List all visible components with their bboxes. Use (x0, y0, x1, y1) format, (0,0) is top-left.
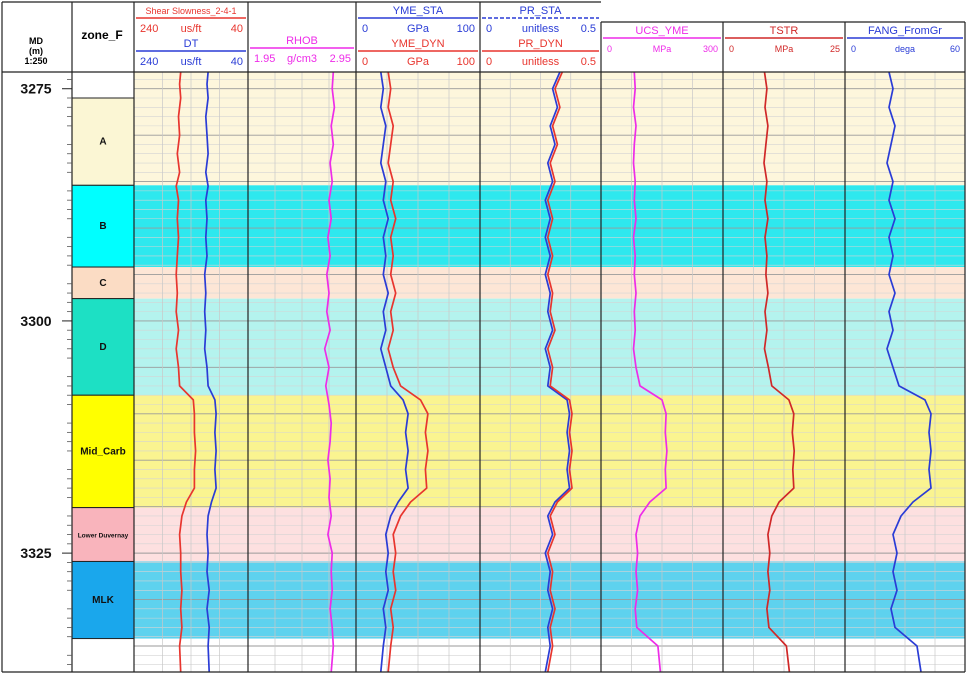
header-yme-name-1: YME_DYN (391, 38, 444, 50)
zone-block-4 (71, 394, 135, 509)
header-dt-unit-0: us/ft (181, 23, 202, 35)
zone-label-3: D (99, 342, 106, 353)
depth-title-unit: (m) (29, 46, 43, 56)
curve-tstr-0 (763, 71, 796, 673)
curve-yme-1 (387, 71, 429, 673)
zone-label-5: Lower Duvernay (78, 533, 129, 540)
header-fang-name-0: FANG_FromGr (868, 25, 942, 37)
header-rhob-min-0: 1.95 (254, 53, 275, 65)
zone-label-2: C (99, 278, 106, 289)
depth-label-0: 3275 (20, 81, 51, 97)
zone-blank-top (72, 72, 134, 98)
header-dt-name-0: Shear Slowness_2-4-1 (145, 6, 236, 16)
header-yme-name-0: YME_STA (393, 5, 444, 17)
header-pr-unit-1: unitless (522, 56, 560, 68)
header-pr-min-0: 0 (486, 23, 492, 35)
header-tstr-max-0: 25 (830, 44, 840, 54)
curve-dt-1 (203, 71, 217, 673)
header-tstr-unit-0: MPa (775, 44, 794, 54)
header-yme-max-1: 100 (457, 56, 475, 68)
header-ucs-min-0: 0 (607, 44, 612, 54)
track-headers: Shear Slowness_2-4-1 240 us/ft 40 DT 240 us/ft… (136, 5, 963, 68)
header-dt-min-1: 240 (140, 56, 158, 68)
zone-column-title: zone_F (81, 28, 122, 42)
header-dt-min-0: 240 (140, 23, 158, 35)
depth-title-md: MD (29, 36, 43, 46)
header-yme-unit-0: GPa (407, 23, 430, 35)
header-pr-unit-0: unitless (522, 23, 560, 35)
header-fang-max-0: 60 (950, 44, 960, 54)
header-tstr-name-0: TSTR (770, 25, 799, 37)
header-rhob-max-0: 2.95 (330, 53, 351, 65)
zone-label-0: A (99, 137, 106, 148)
header-pr-max-0: 0.5 (581, 23, 596, 35)
curve-ucs-0 (632, 71, 668, 673)
curve-fang-0 (886, 71, 932, 673)
zone-block-6 (71, 560, 135, 640)
zone-label-1: B (99, 221, 106, 232)
depth-label-1: 3300 (20, 313, 51, 329)
header-fang-min-0: 0 (851, 44, 856, 54)
zone-band-3 (134, 298, 965, 396)
header-ucs-max-0: 300 (703, 44, 718, 54)
log-curves (175, 71, 932, 673)
header-dt-name-1: DT (184, 38, 199, 50)
zone-label-6: MLK (92, 595, 114, 606)
header-fang-unit-0: dega (895, 44, 915, 54)
curve-pr-0 (544, 71, 571, 673)
header-yme-max-0: 100 (457, 23, 475, 35)
header-pr-min-1: 0 (486, 56, 492, 68)
header-pr-max-1: 0.5 (581, 56, 596, 68)
header-yme-min-0: 0 (362, 23, 368, 35)
header-pr-name-0: PR_STA (520, 5, 563, 17)
curve-yme-0 (379, 71, 409, 673)
header-tstr-min-0: 0 (729, 44, 734, 54)
curve-pr-1 (546, 71, 573, 673)
header-dt-unit-1: us/ft (181, 56, 202, 68)
header-ucs-unit-0: MPa (653, 44, 672, 54)
header-rhob-name-0: RHOB (286, 35, 318, 47)
header-dt-max-0: 40 (231, 23, 243, 35)
depth-label-2: 3325 (20, 545, 51, 561)
header-dt-max-1: 40 (231, 56, 243, 68)
header-yme-unit-1: GPa (407, 56, 430, 68)
header-pr-name-1: PR_DYN (518, 38, 563, 50)
header-rhob-unit-0: g/cm3 (287, 53, 317, 65)
zone-label-4: Mid_Carb (80, 446, 126, 457)
curve-rhob-0 (323, 71, 336, 673)
header-yme-min-1: 0 (362, 56, 368, 68)
zone-column: A B C D Mid_Carb Lower Duvernay MLK (71, 72, 135, 640)
zone-band-4 (134, 395, 965, 508)
curve-dt-0 (175, 71, 197, 673)
header-ucs-name-0: UCS_YME (635, 25, 688, 37)
depth-axis: MD (m) 1:250 zone_F 3275 3300 3325 (20, 28, 123, 665)
zone-block-2 (71, 266, 135, 300)
depth-scale: 1:250 (24, 56, 47, 66)
